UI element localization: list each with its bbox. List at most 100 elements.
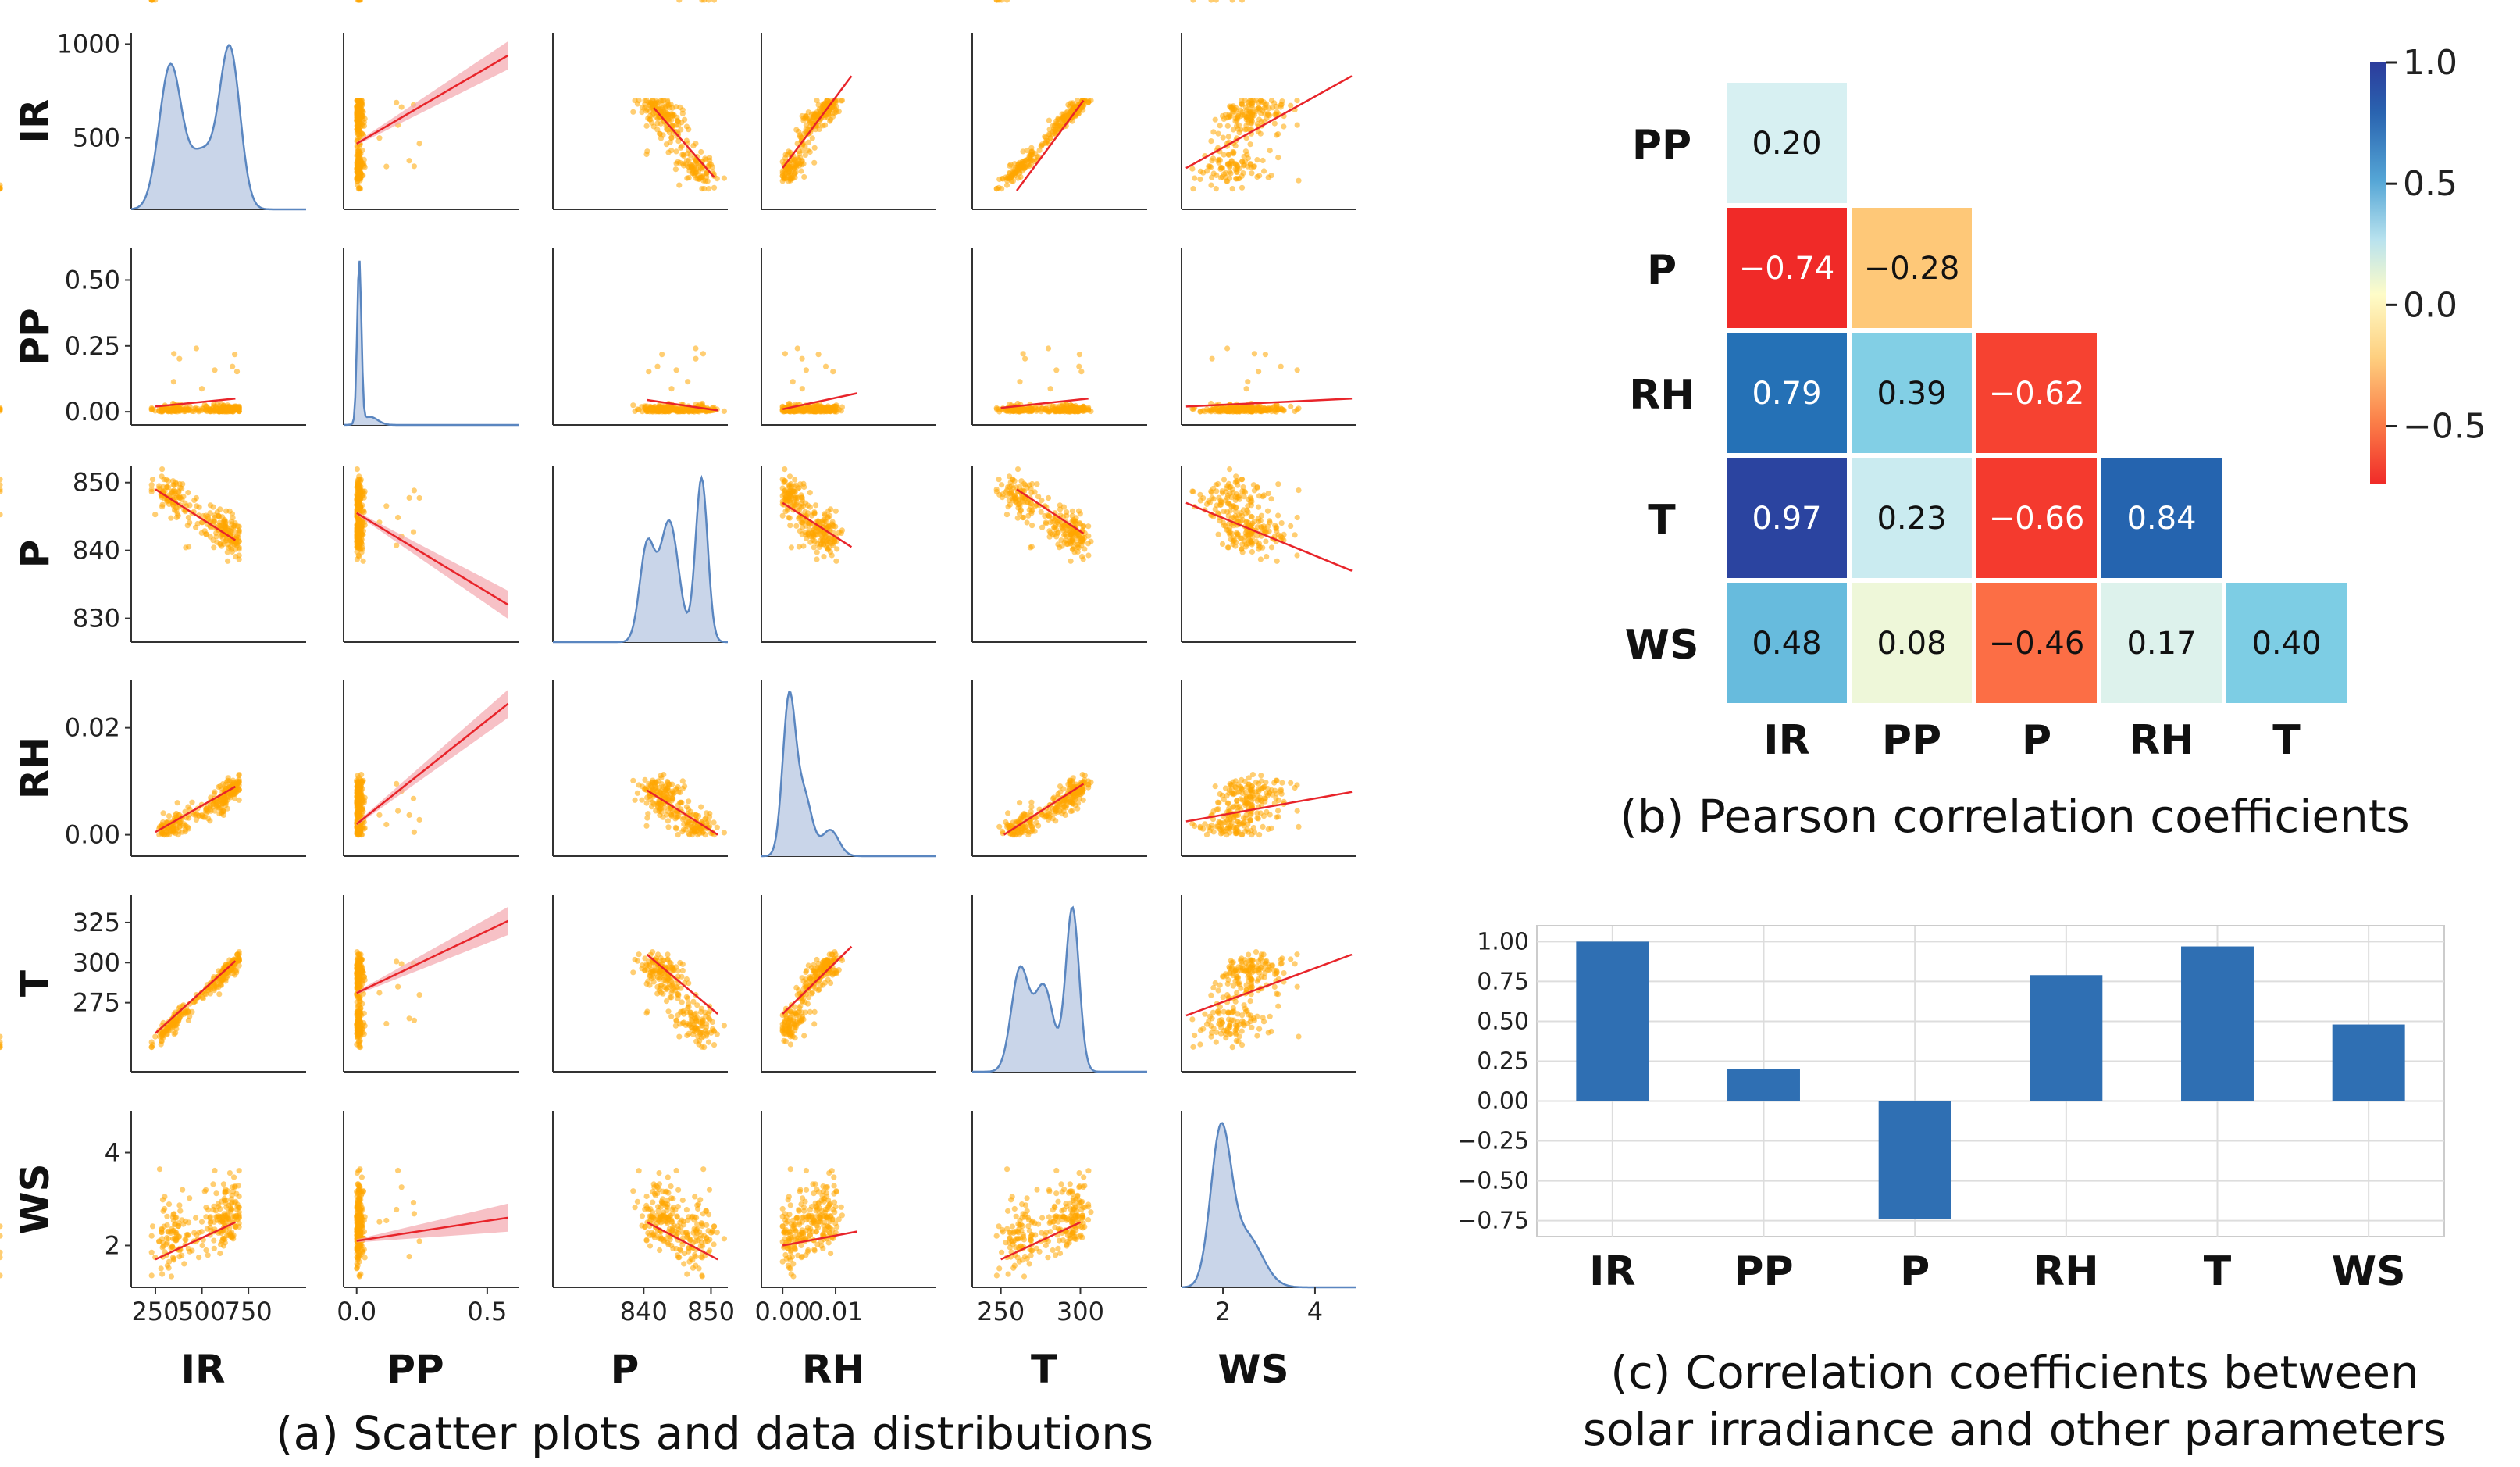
scatter-point	[1007, 479, 1014, 486]
scatter-point	[695, 832, 701, 838]
scatter-point	[194, 520, 201, 527]
scatter-point	[1028, 500, 1034, 506]
scatter-point	[1227, 508, 1233, 514]
scatter-point	[1274, 558, 1280, 564]
scatter-point	[1264, 554, 1270, 560]
scatter-point	[700, 351, 707, 357]
scatter-point	[645, 408, 651, 415]
scatter-point	[1261, 408, 1267, 414]
scatter-point	[222, 538, 228, 544]
scatter-point	[1256, 493, 1263, 499]
scatter-point	[680, 826, 687, 833]
scatter-point	[1034, 481, 1040, 487]
scatter-point	[654, 363, 661, 369]
scatter-point	[809, 135, 815, 141]
scatter-point	[236, 556, 242, 562]
scatter-point	[1251, 487, 1257, 494]
scatter-point	[1281, 407, 1287, 413]
scatter-point	[1239, 101, 1245, 107]
scatter-point	[781, 479, 787, 486]
scatter-point	[672, 166, 679, 173]
scatter-points	[354, 98, 422, 192]
scatter-cell-rh-vs-pp	[343, 0, 519, 857]
y-tick-label: 840	[73, 536, 120, 566]
scatter-point	[213, 405, 219, 412]
scatter-cell-rh-vs-ws	[1181, 0, 1356, 857]
scatter-point	[698, 804, 704, 810]
scatter-point	[675, 832, 681, 838]
scatter-point	[1053, 367, 1060, 373]
scatter-point	[1197, 409, 1203, 415]
scatter-point	[693, 345, 699, 352]
scatter-point	[229, 407, 235, 413]
scatter-cell-p-vs-pp	[343, 466, 519, 643]
scatter-point	[165, 478, 172, 484]
y-tick-label: 500	[73, 123, 120, 153]
scatter-point	[658, 120, 664, 127]
scatter-point	[159, 501, 166, 508]
scatter-point	[800, 480, 807, 487]
scatter-points	[1189, 98, 1302, 192]
scatter-point	[1075, 508, 1082, 514]
scatter-point	[356, 477, 362, 483]
scatter-point	[657, 130, 663, 137]
scatter-point	[194, 503, 200, 509]
scatter-point	[643, 823, 650, 829]
scatter-point	[650, 112, 656, 118]
scatter-point	[185, 515, 191, 521]
scatter-point	[668, 117, 675, 123]
scatter-point	[1217, 123, 1223, 129]
scatter-cell-pp-vs-p	[552, 248, 728, 426]
scatter-point	[1007, 174, 1014, 180]
scatter-point	[789, 489, 796, 496]
scatter-point	[1256, 173, 1263, 179]
scatter-point	[1294, 122, 1300, 128]
scatter-point	[1234, 515, 1240, 521]
scatter-point	[226, 544, 232, 551]
scatter-point	[187, 406, 193, 412]
regression-line	[355, 702, 509, 825]
scatter-point	[1085, 552, 1092, 559]
scatter-point	[1258, 512, 1265, 519]
scatter-point	[784, 166, 790, 172]
scatter-point	[1227, 175, 1233, 181]
scatter-point	[1075, 800, 1082, 806]
scatter-point	[650, 98, 656, 104]
scatter-point	[630, 402, 636, 409]
scatter-point	[176, 480, 183, 487]
scatter-point	[1288, 523, 1294, 530]
regression-line	[782, 75, 853, 169]
scatter-point	[1260, 823, 1266, 830]
scatter-point	[189, 799, 195, 805]
scatter-point	[1213, 186, 1219, 192]
scatter-point	[802, 152, 808, 158]
scatter-point	[644, 148, 650, 155]
scatter-point	[1215, 531, 1221, 537]
scatter-point	[214, 509, 220, 516]
scatter-point	[1273, 525, 1279, 532]
scatter-point	[799, 158, 805, 164]
scatter-point	[721, 830, 728, 836]
scatter-point	[1263, 538, 1269, 544]
scatter-point	[1249, 170, 1255, 177]
scatter-point	[802, 500, 808, 506]
scatter-point	[675, 812, 682, 819]
scatter-point	[1215, 157, 1221, 163]
scatter-point	[1264, 508, 1271, 514]
scatter-point	[394, 99, 400, 105]
scatter-point	[1029, 408, 1035, 414]
scatter-point	[1017, 379, 1023, 385]
scatter-point	[683, 804, 690, 810]
scatter-point	[809, 120, 815, 127]
scatter-point	[149, 406, 156, 412]
scatter-point	[1029, 480, 1035, 487]
scatter-point	[786, 473, 793, 480]
scatter-point	[1192, 175, 1198, 181]
scatter-point	[782, 487, 789, 494]
scatter-point	[673, 367, 679, 373]
scatter-point	[1050, 130, 1056, 137]
scatter-point	[679, 786, 686, 792]
scatter-point	[1003, 182, 1010, 188]
scatter-point	[187, 519, 193, 526]
scatter-point	[356, 174, 362, 180]
